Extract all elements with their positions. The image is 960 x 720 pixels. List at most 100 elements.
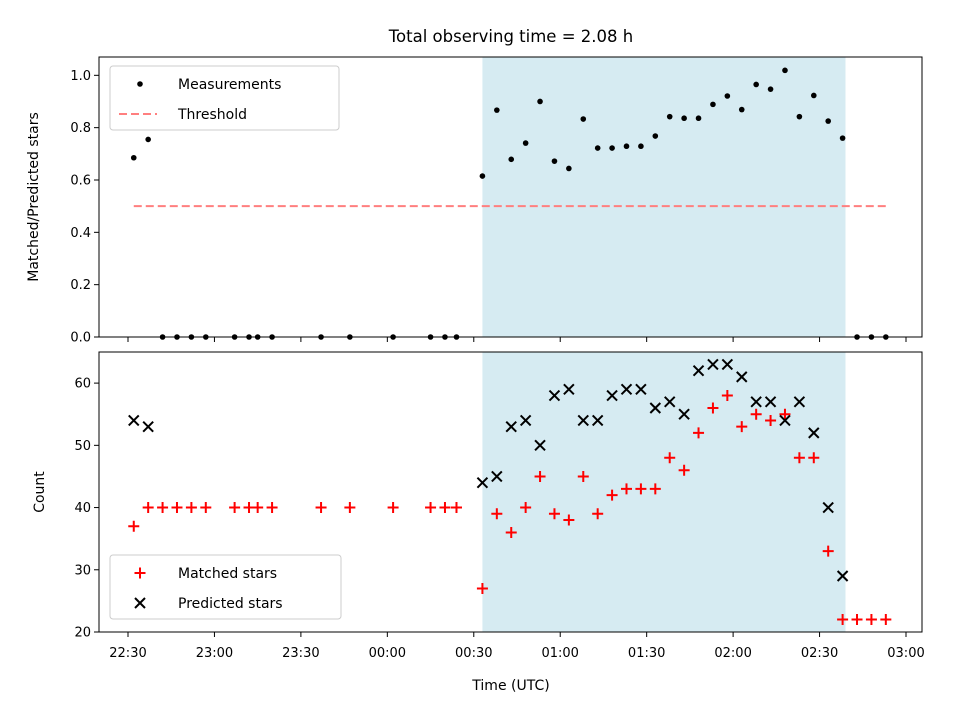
legend-swatch (137, 81, 143, 87)
data-point (880, 614, 892, 626)
y-tick-label: 20 (74, 626, 91, 641)
data-point (491, 470, 503, 483)
axes-frame-top (98, 56, 923, 338)
legend-label: Threshold (177, 107, 247, 123)
data-point (476, 476, 489, 489)
data-point (808, 452, 820, 464)
data-point (837, 614, 849, 626)
data-point (649, 483, 661, 495)
data-point (764, 396, 777, 408)
data-point (750, 396, 762, 408)
panel-matched-ratio: 0.0 0.2 0.4 0.6 0.8 1.0 Matched/Predicted sta… (26, 56, 923, 346)
data-point (620, 383, 633, 396)
y-tick-label: 0.0 (70, 331, 91, 346)
data-point (664, 452, 676, 464)
data-point (142, 420, 154, 433)
data-point (200, 502, 212, 514)
y-tick-label: 30 (74, 563, 91, 578)
data-point (491, 508, 503, 520)
data-point (128, 520, 140, 532)
data-point (721, 390, 733, 402)
data-point (738, 106, 745, 113)
legend-box (109, 554, 342, 620)
data-point (551, 158, 558, 164)
y-axis-label-bottom: Count (32, 471, 48, 513)
data-point (707, 358, 719, 371)
data-point (724, 93, 731, 99)
data-point (822, 545, 834, 557)
x-axis-label: Time (UTC) (471, 678, 549, 694)
data-point (779, 408, 791, 420)
legend-label: Predicted stars (178, 596, 283, 612)
data-point (229, 502, 241, 514)
data-point (548, 508, 560, 520)
legend-label: Measurements (178, 77, 281, 93)
shaded-interval-top (482, 57, 846, 337)
y-tick-label: 40 (74, 501, 91, 516)
data-point (736, 371, 748, 383)
data-point (519, 414, 532, 427)
x-tick-label: 02:00 (714, 646, 751, 661)
data-point (620, 483, 632, 495)
data-point (594, 145, 601, 151)
data-point (810, 92, 817, 99)
axes-frame-bottom (98, 351, 923, 633)
legend-swatch (134, 597, 146, 609)
data-point (678, 464, 690, 476)
data-point (865, 614, 877, 626)
data-point (710, 101, 716, 108)
data-point (577, 470, 589, 482)
x-tick-label: 23:00 (196, 646, 233, 661)
data-point (157, 502, 169, 514)
data-point (681, 115, 687, 122)
data-point (563, 383, 575, 396)
marks-bottom (128, 358, 892, 626)
legend-label: Matched stars (178, 566, 277, 582)
data-point (825, 118, 831, 124)
data-point (606, 489, 618, 501)
data-point (793, 452, 805, 464)
data-point (508, 156, 515, 163)
data-point (678, 408, 690, 420)
x-tick-label: 03:00 (887, 646, 924, 661)
y-tick-label: 60 (74, 377, 91, 392)
y-tick-label: 0.8 (70, 121, 91, 136)
data-point (505, 420, 517, 433)
data-point (505, 526, 517, 538)
x-tick-label: 00:30 (455, 646, 492, 661)
data-point (566, 165, 572, 172)
data-point (623, 143, 630, 150)
data-point (534, 439, 546, 452)
data-point (577, 414, 589, 427)
x-tick-label: 02:30 (801, 646, 838, 661)
data-point (387, 502, 399, 514)
data-point (494, 107, 500, 113)
shaded-interval-bottom (482, 352, 846, 632)
x-tick-label: 23:30 (282, 646, 319, 661)
data-point (796, 113, 803, 120)
x-tick-label: 00:00 (369, 646, 406, 661)
data-point (185, 502, 197, 514)
data-point (721, 358, 734, 371)
data-point (439, 502, 451, 514)
legend-swatch (134, 567, 146, 579)
data-point (635, 383, 647, 396)
ticks-top: 0.0 0.2 0.4 0.6 0.8 1.0 (70, 69, 907, 346)
data-point (839, 135, 846, 141)
data-point (580, 116, 587, 122)
data-point (652, 133, 659, 139)
y-tick-label: 1.0 (70, 69, 91, 84)
chart-title: Total observing time = 2.08 h (388, 27, 633, 46)
data-point (344, 502, 356, 514)
data-point (142, 502, 154, 514)
data-point (692, 364, 705, 377)
data-point (767, 86, 774, 92)
data-point (315, 502, 327, 514)
x-tick-label: 01:30 (628, 646, 665, 661)
data-point (476, 582, 488, 594)
data-point (822, 501, 834, 514)
legend-box (109, 65, 340, 131)
data-point (793, 396, 806, 408)
data-point (765, 414, 777, 426)
